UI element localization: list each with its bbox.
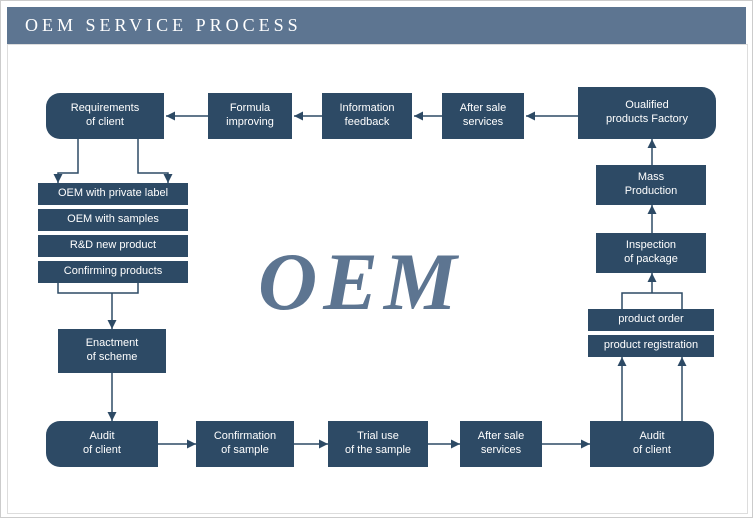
- node-rnd: R&D new product: [38, 235, 188, 257]
- page-title: OEM SERVICE PROCESS: [7, 7, 746, 44]
- node-requirements: Requirementsof client: [46, 93, 164, 139]
- node-mass: MassProduction: [596, 165, 706, 205]
- node-product-reg: product registration: [588, 335, 714, 357]
- node-after-sale-bot: After saleservices: [460, 421, 542, 467]
- node-oem-samples: OEM with samples: [38, 209, 188, 231]
- node-info-feedback: Informationfeedback: [322, 93, 412, 139]
- node-audit-right: Auditof client: [590, 421, 714, 467]
- node-formula: Formulaimproving: [208, 93, 292, 139]
- node-product-order: product order: [588, 309, 714, 331]
- center-oem-label: OEM: [258, 235, 463, 329]
- node-oem-private: OEM with private label: [38, 183, 188, 205]
- node-after-sale-top: After saleservices: [442, 93, 524, 139]
- node-audit-left: Auditof client: [46, 421, 158, 467]
- node-qualified: Oualifiedproducts Factory: [578, 87, 716, 139]
- node-trial: Trial useof the sample: [328, 421, 428, 467]
- node-inspection: Inspectionof package: [596, 233, 706, 273]
- node-confirming: Confirming products: [38, 261, 188, 283]
- diagram-canvas: OEM Requirementsof client Formulaimprovin…: [7, 44, 748, 514]
- node-confirmation: Confirmationof sample: [196, 421, 294, 467]
- node-enactment: Enactmentof scheme: [58, 329, 166, 373]
